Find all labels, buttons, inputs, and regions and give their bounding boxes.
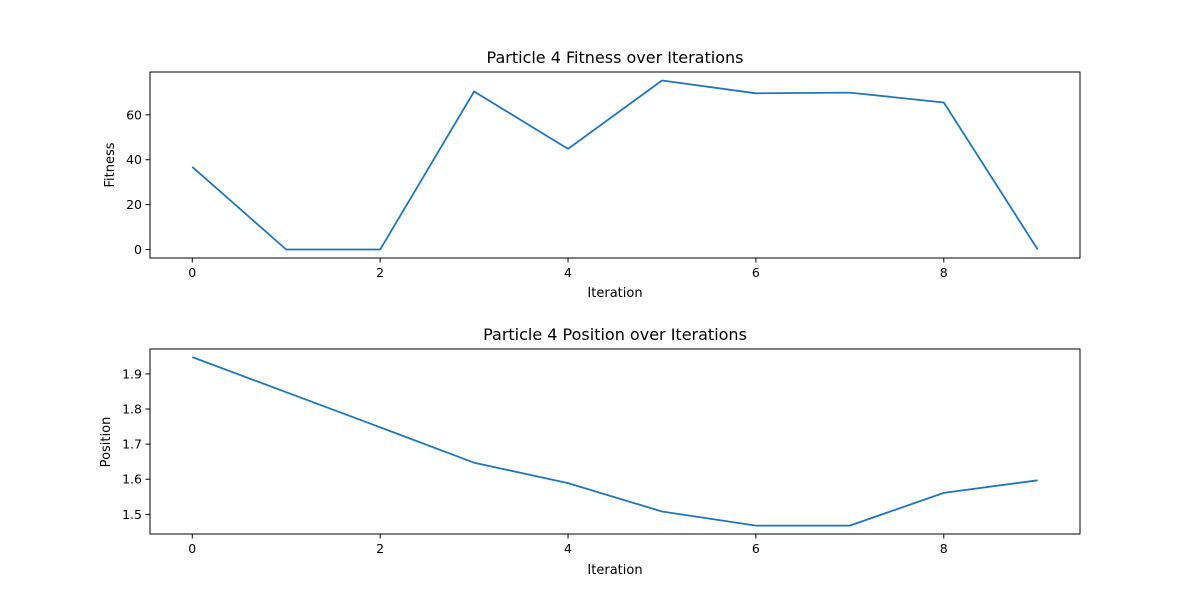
position-series-line: [191, 356, 1038, 527]
fitness-y-axis-label: Fitness: [103, 142, 118, 187]
fitness-y-tick-label: 20: [126, 197, 142, 212]
fitness-x-tick-label: 0: [188, 265, 196, 280]
position-y-tick-label: 1.8: [122, 402, 142, 417]
position-series: [191, 356, 1038, 527]
fitness-plot-area: [149, 71, 1081, 259]
fitness-series-line: [191, 79, 1039, 251]
position-chart: Particle 4 Position over Iterations Iter…: [99, 325, 1081, 578]
position-y-tick-label: 1.7: [122, 437, 142, 452]
position-y-axis-label: Position: [99, 417, 114, 468]
fitness-chart-title: Particle 4 Fitness over Iterations: [487, 48, 744, 67]
fitness-ticks: 0 2 4 6 8 0 20 40 60: [126, 107, 948, 280]
position-x-tick-label: 2: [376, 541, 384, 556]
position-x-axis-label: Iteration: [587, 563, 642, 578]
position-x-tick-label: 6: [752, 541, 760, 556]
position-chart-title: Particle 4 Position over Iterations: [483, 325, 747, 344]
position-y-tick-label: 1.5: [122, 507, 142, 522]
fitness-x-axis-label: Iteration: [587, 286, 642, 301]
fitness-x-tick-label: 2: [376, 265, 384, 280]
position-ticks: 0 2 4 6 8 1.5 1.6 1.7 1.8 1.9: [122, 366, 948, 556]
position-x-tick-label: 4: [564, 541, 572, 556]
position-y-tick-label: 1.9: [122, 366, 142, 381]
position-x-tick-label: 0: [188, 541, 196, 556]
fitness-x-tick-label: 4: [564, 265, 572, 280]
fitness-y-tick-label: 60: [126, 107, 142, 122]
position-plot-area: [149, 348, 1081, 535]
fitness-y-tick-label: 40: [126, 152, 142, 167]
fitness-x-tick-label: 6: [752, 265, 760, 280]
fitness-series: [191, 79, 1039, 251]
position-y-tick-label: 1.6: [122, 472, 142, 487]
fitness-y-tick-label: 0: [134, 242, 142, 257]
fitness-x-tick-label: 8: [940, 265, 948, 280]
position-x-tick-label: 8: [940, 541, 948, 556]
fitness-chart: Particle 4 Fitness over Iterations Itera…: [103, 48, 1081, 301]
